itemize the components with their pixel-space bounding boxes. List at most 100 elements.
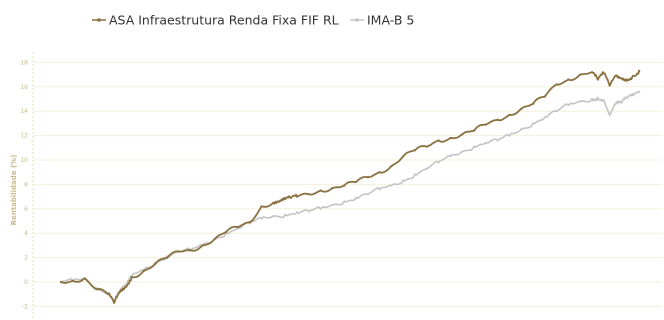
- data-point-asa[interactable]: [225, 230, 228, 234]
- y-tick-label: 12: [20, 133, 28, 140]
- data-point-asa[interactable]: [378, 171, 381, 174]
- data-point-asa[interactable]: [366, 176, 369, 179]
- data-point-imab5[interactable]: [437, 161, 440, 164]
- data-point-imab5[interactable]: [614, 102, 617, 105]
- data-point-asa[interactable]: [413, 149, 417, 152]
- data-point-imab5[interactable]: [632, 94, 635, 97]
- data-point-imab5[interactable]: [272, 215, 275, 218]
- data-point-imab5[interactable]: [284, 213, 287, 216]
- data-point-imab5[interactable]: [508, 134, 511, 137]
- data-point-asa[interactable]: [248, 221, 251, 224]
- data-point-asa[interactable]: [201, 244, 204, 247]
- y-tick-label: 2: [24, 255, 28, 262]
- data-point-asa[interactable]: [272, 201, 275, 204]
- data-point-asa[interactable]: [284, 197, 287, 201]
- data-point-imab5[interactable]: [555, 110, 558, 113]
- legend-item-imab5[interactable]: IMA-B 5: [350, 13, 414, 28]
- data-point-asa[interactable]: [113, 301, 116, 304]
- data-point-asa[interactable]: [124, 285, 127, 288]
- data-point-asa[interactable]: [632, 74, 635, 77]
- data-point-asa[interactable]: [71, 279, 74, 282]
- data-point-imab5[interactable]: [496, 139, 499, 142]
- data-point-imab5[interactable]: [620, 101, 623, 104]
- data-point-asa[interactable]: [596, 78, 600, 81]
- data-point-asa[interactable]: [213, 238, 216, 241]
- data-point-imab5[interactable]: [295, 211, 299, 214]
- data-point-asa[interactable]: [166, 256, 169, 259]
- data-point-asa[interactable]: [354, 180, 358, 184]
- data-point-imab5[interactable]: [449, 155, 452, 158]
- data-point-asa[interactable]: [638, 69, 641, 72]
- data-point-asa[interactable]: [620, 77, 623, 80]
- data-point-imab5[interactable]: [608, 113, 611, 116]
- data-point-imab5[interactable]: [366, 193, 369, 196]
- data-point-imab5[interactable]: [484, 141, 487, 144]
- legend-item-asa[interactable]: ASA Infraestrutura Renda Fixa FIF RL: [92, 13, 339, 28]
- data-point-asa[interactable]: [531, 102, 535, 105]
- data-point-asa[interactable]: [614, 74, 617, 77]
- data-point-asa[interactable]: [508, 113, 511, 116]
- data-point-imab5[interactable]: [579, 100, 582, 103]
- data-point-imab5[interactable]: [543, 116, 546, 119]
- data-point-imab5[interactable]: [590, 97, 594, 101]
- data-point-imab5[interactable]: [425, 167, 428, 170]
- data-point-imab5[interactable]: [343, 200, 346, 203]
- data-point-asa[interactable]: [236, 226, 240, 229]
- data-point-asa[interactable]: [567, 78, 570, 81]
- data-point-asa[interactable]: [331, 187, 334, 190]
- data-point-imab5[interactable]: [402, 179, 405, 182]
- data-point-asa[interactable]: [59, 280, 63, 284]
- data-point-asa[interactable]: [626, 78, 629, 81]
- data-point-asa[interactable]: [590, 71, 594, 74]
- data-point-imab5[interactable]: [520, 128, 523, 131]
- data-point-imab5[interactable]: [260, 217, 263, 220]
- data-point-asa[interactable]: [107, 293, 110, 296]
- data-point-imab5[interactable]: [331, 204, 334, 207]
- data-point-asa[interactable]: [602, 72, 605, 75]
- data-point-asa[interactable]: [579, 73, 582, 76]
- data-point-asa[interactable]: [177, 250, 181, 253]
- data-point-asa[interactable]: [142, 269, 145, 273]
- data-point-imab5[interactable]: [567, 104, 570, 107]
- data-point-asa[interactable]: [295, 195, 299, 198]
- data-point-asa[interactable]: [130, 276, 133, 279]
- data-point-asa[interactable]: [319, 189, 322, 192]
- data-point-asa[interactable]: [154, 262, 157, 265]
- data-point-asa[interactable]: [307, 193, 310, 196]
- data-point-asa[interactable]: [425, 145, 428, 148]
- data-point-imab5[interactable]: [461, 150, 464, 153]
- data-point-imab5[interactable]: [472, 145, 476, 148]
- data-point-asa[interactable]: [260, 205, 263, 208]
- data-point-asa[interactable]: [520, 107, 523, 110]
- data-point-asa[interactable]: [189, 249, 192, 252]
- data-point-asa[interactable]: [608, 84, 611, 87]
- data-point-asa[interactable]: [95, 288, 98, 291]
- data-point-imab5[interactable]: [413, 173, 417, 176]
- data-point-imab5[interactable]: [319, 207, 322, 210]
- data-point-asa[interactable]: [402, 155, 405, 158]
- data-point-asa[interactable]: [555, 83, 558, 86]
- data-point-imab5[interactable]: [638, 90, 641, 93]
- data-point-imab5[interactable]: [596, 96, 600, 99]
- data-point-imab5[interactable]: [626, 96, 629, 99]
- data-point-imab5[interactable]: [378, 188, 381, 191]
- data-point-asa[interactable]: [449, 136, 452, 140]
- data-point-asa[interactable]: [343, 184, 346, 187]
- data-point-asa[interactable]: [437, 139, 440, 142]
- data-point-imab5[interactable]: [531, 122, 535, 125]
- data-point-imab5[interactable]: [390, 184, 393, 187]
- data-point-asa[interactable]: [484, 123, 487, 126]
- data-point-imab5[interactable]: [602, 99, 605, 102]
- data-point-asa[interactable]: [278, 200, 281, 203]
- data-point-asa[interactable]: [543, 95, 546, 98]
- data-point-asa[interactable]: [461, 133, 464, 136]
- data-point-asa[interactable]: [472, 129, 476, 132]
- data-point-asa[interactable]: [390, 165, 393, 168]
- data-point-asa[interactable]: [496, 118, 499, 121]
- data-point-asa[interactable]: [118, 290, 122, 293]
- data-point-imab5[interactable]: [307, 210, 310, 213]
- data-point-asa[interactable]: [290, 196, 293, 199]
- data-point-imab5[interactable]: [354, 196, 358, 199]
- data-point-asa[interactable]: [83, 277, 86, 280]
- y-tick-label: -2: [22, 303, 28, 310]
